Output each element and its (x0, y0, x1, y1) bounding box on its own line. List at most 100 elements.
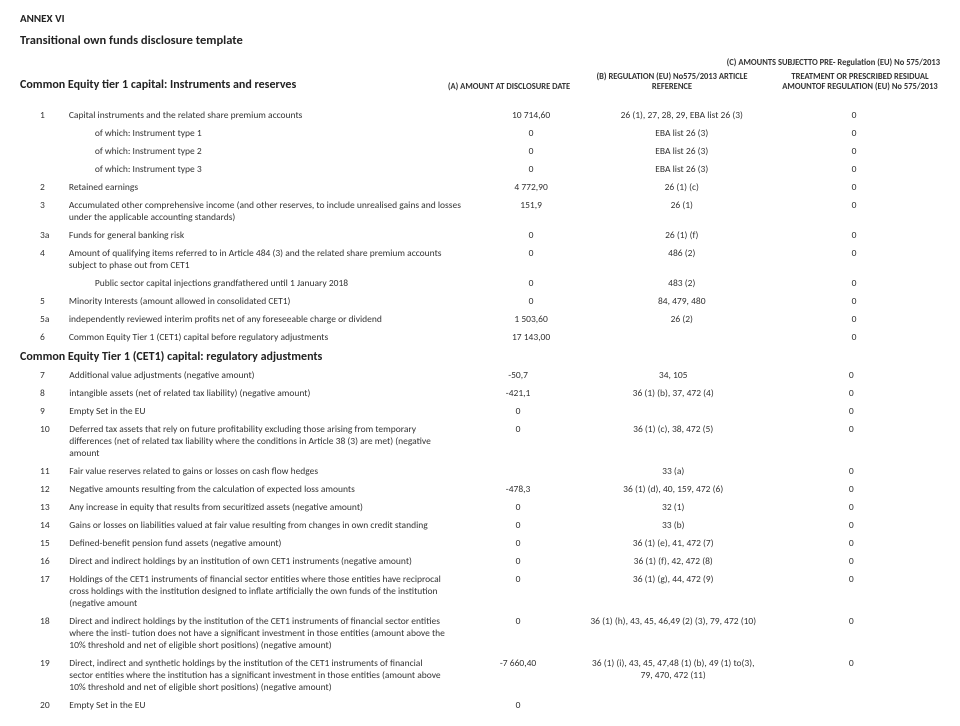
row-number: 19 (20, 654, 65, 696)
table-row: 7Additional value adjustments (negative … (20, 366, 940, 384)
row-number: 9 (20, 402, 65, 420)
table-row: of which: Instrument type 20EBA list 26 … (20, 142, 940, 160)
table-row: 15Defined-benefit pension fund assets (n… (20, 534, 940, 552)
top-right-note: (C) AMOUNTS SUBJECTTO PRE- Regulation (E… (20, 58, 940, 68)
row-residual: 0 (768, 106, 940, 124)
row-reference: 33 (b) (584, 516, 763, 534)
row-number: 2 (20, 178, 65, 196)
row-residual: 0 (762, 384, 940, 402)
row-number: 10 (20, 420, 65, 462)
table-row: 19Direct, indirect and synthetic holding… (20, 654, 940, 696)
col-header-b: (B) REGULATION (EU) No575/2013 ARTICLE R… (578, 72, 766, 92)
row-residual: 0 (768, 328, 940, 346)
row-reference: 36 (1) (f), 42, 472 (8) (584, 552, 763, 570)
row-residual: 0 (768, 310, 940, 328)
row-residual (762, 696, 940, 714)
row-reference: 26 (1) (595, 196, 768, 226)
row-description: of which: Instrument type 3 (65, 160, 467, 178)
row-number: 13 (20, 498, 65, 516)
row-amount: 0 (452, 420, 584, 462)
row-description: Direct, indirect and synthetic holdings … (65, 654, 452, 696)
page-title: Transitional own funds disclosure templa… (20, 33, 940, 48)
table-row: 5aindependently reviewed interim profits… (20, 310, 940, 328)
row-number: 14 (20, 516, 65, 534)
row-reference: 36 (1) (c), 38, 472 (5) (584, 420, 763, 462)
row-amount: 0 (452, 402, 584, 420)
row-amount: 10 714,60 (467, 106, 595, 124)
row-number: 12 (20, 480, 65, 498)
row-description: independently reviewed interim profits n… (65, 310, 467, 328)
row-description: Holdings of the CET1 instruments of fina… (65, 570, 452, 612)
row-residual: 0 (762, 570, 940, 612)
row-amount: 0 (452, 612, 584, 654)
table-row: Public sector capital injections grandfa… (20, 274, 940, 292)
row-reference: 36 (1) (h), 43, 45, 46,49 (2) (3), 79, 4… (584, 612, 763, 654)
row-amount: 1 503,60 (467, 310, 595, 328)
row-amount: 0 (467, 142, 595, 160)
table-row: 8intangible assets (net of related tax l… (20, 384, 940, 402)
section-header-2: Common Equity Tier 1 (CET1) capital: reg… (20, 346, 940, 366)
table-row: 3Accumulated other comprehensive income … (20, 196, 940, 226)
row-number (20, 142, 65, 160)
annex-label: ANNEX VI (20, 12, 940, 25)
row-residual: 0 (762, 516, 940, 534)
row-reference: 36 (1) (e), 41, 472 (7) (584, 534, 763, 552)
row-residual: 0 (762, 462, 940, 480)
col-header-c: TREATMENT OR PRESCRIBED RESIDUAL AMOUNTO… (766, 72, 954, 92)
row-amount: 0 (452, 534, 584, 552)
row-description: Direct and indirect holdings by an insti… (65, 552, 452, 570)
row-residual: 0 (768, 226, 940, 244)
row-residual: 0 (762, 534, 940, 552)
row-residual: 0 (762, 612, 940, 654)
table-row: 5Minority Interests (amount allowed in c… (20, 292, 940, 310)
table-row: 20Empty Set in the EU0 (20, 696, 940, 714)
row-number: 15 (20, 534, 65, 552)
row-amount: 0 (467, 160, 595, 178)
row-amount: -7 660,40 (452, 654, 584, 696)
disclosure-table: 1Capital instruments and the related sha… (20, 106, 940, 346)
table-row: 12Negative amounts resulting from the ca… (20, 480, 940, 498)
table-row: of which: Instrument type 30EBA list 26 … (20, 160, 940, 178)
table-row: 18Direct and indirect holdings by the in… (20, 612, 940, 654)
row-number: 1 (20, 106, 65, 124)
table-row: 1Capital instruments and the related sha… (20, 106, 940, 124)
row-description: Capital instruments and the related shar… (65, 106, 467, 124)
row-description: Amount of qualifying items referred to i… (65, 244, 467, 274)
row-reference: 84, 479, 480 (595, 292, 768, 310)
row-reference: EBA list 26 (3) (595, 142, 768, 160)
row-number: 6 (20, 328, 65, 346)
row-number: 8 (20, 384, 65, 402)
row-residual: 0 (768, 142, 940, 160)
row-residual: 0 (768, 274, 940, 292)
col-header-a: (A) AMOUNT AT DISCLOSURE DATE (440, 82, 578, 92)
row-description: Public sector capital injections grandfa… (65, 274, 467, 292)
row-residual: 0 (762, 654, 940, 696)
table-row: 4Amount of qualifying items referred to … (20, 244, 940, 274)
row-residual: 0 (768, 196, 940, 226)
row-reference: 26 (1) (f) (595, 226, 768, 244)
row-description: Gains or losses on liabilities valued at… (65, 516, 452, 534)
header-left: Common Equity tier 1 capital: Instrument… (20, 78, 440, 92)
row-amount: 0 (452, 498, 584, 516)
row-number: 5a (20, 310, 65, 328)
row-description: Fair value reserves related to gains or … (65, 462, 452, 480)
row-description: Funds for general banking risk (65, 226, 467, 244)
row-residual: 0 (768, 160, 940, 178)
table-row: 17Holdings of the CET1 instruments of fi… (20, 570, 940, 612)
row-reference (595, 328, 768, 346)
row-amount (452, 462, 584, 480)
row-number: 4 (20, 244, 65, 274)
row-reference: 486 (2) (595, 244, 768, 274)
row-reference: 33 (a) (584, 462, 763, 480)
row-description: Empty Set in the EU (65, 696, 452, 714)
row-number: 11 (20, 462, 65, 480)
table-row: 2Retained earnings4 772,9026 (1) (c)0 (20, 178, 940, 196)
row-number: 18 (20, 612, 65, 654)
row-residual: 0 (762, 366, 940, 384)
row-residual: 0 (762, 480, 940, 498)
row-amount: 151,9 (467, 196, 595, 226)
table-row: 6Common Equity Tier 1 (CET1) capital bef… (20, 328, 940, 346)
table-row: 10Deferred tax assets that rely on futur… (20, 420, 940, 462)
row-amount: 0 (452, 516, 584, 534)
row-amount: 0 (467, 274, 595, 292)
